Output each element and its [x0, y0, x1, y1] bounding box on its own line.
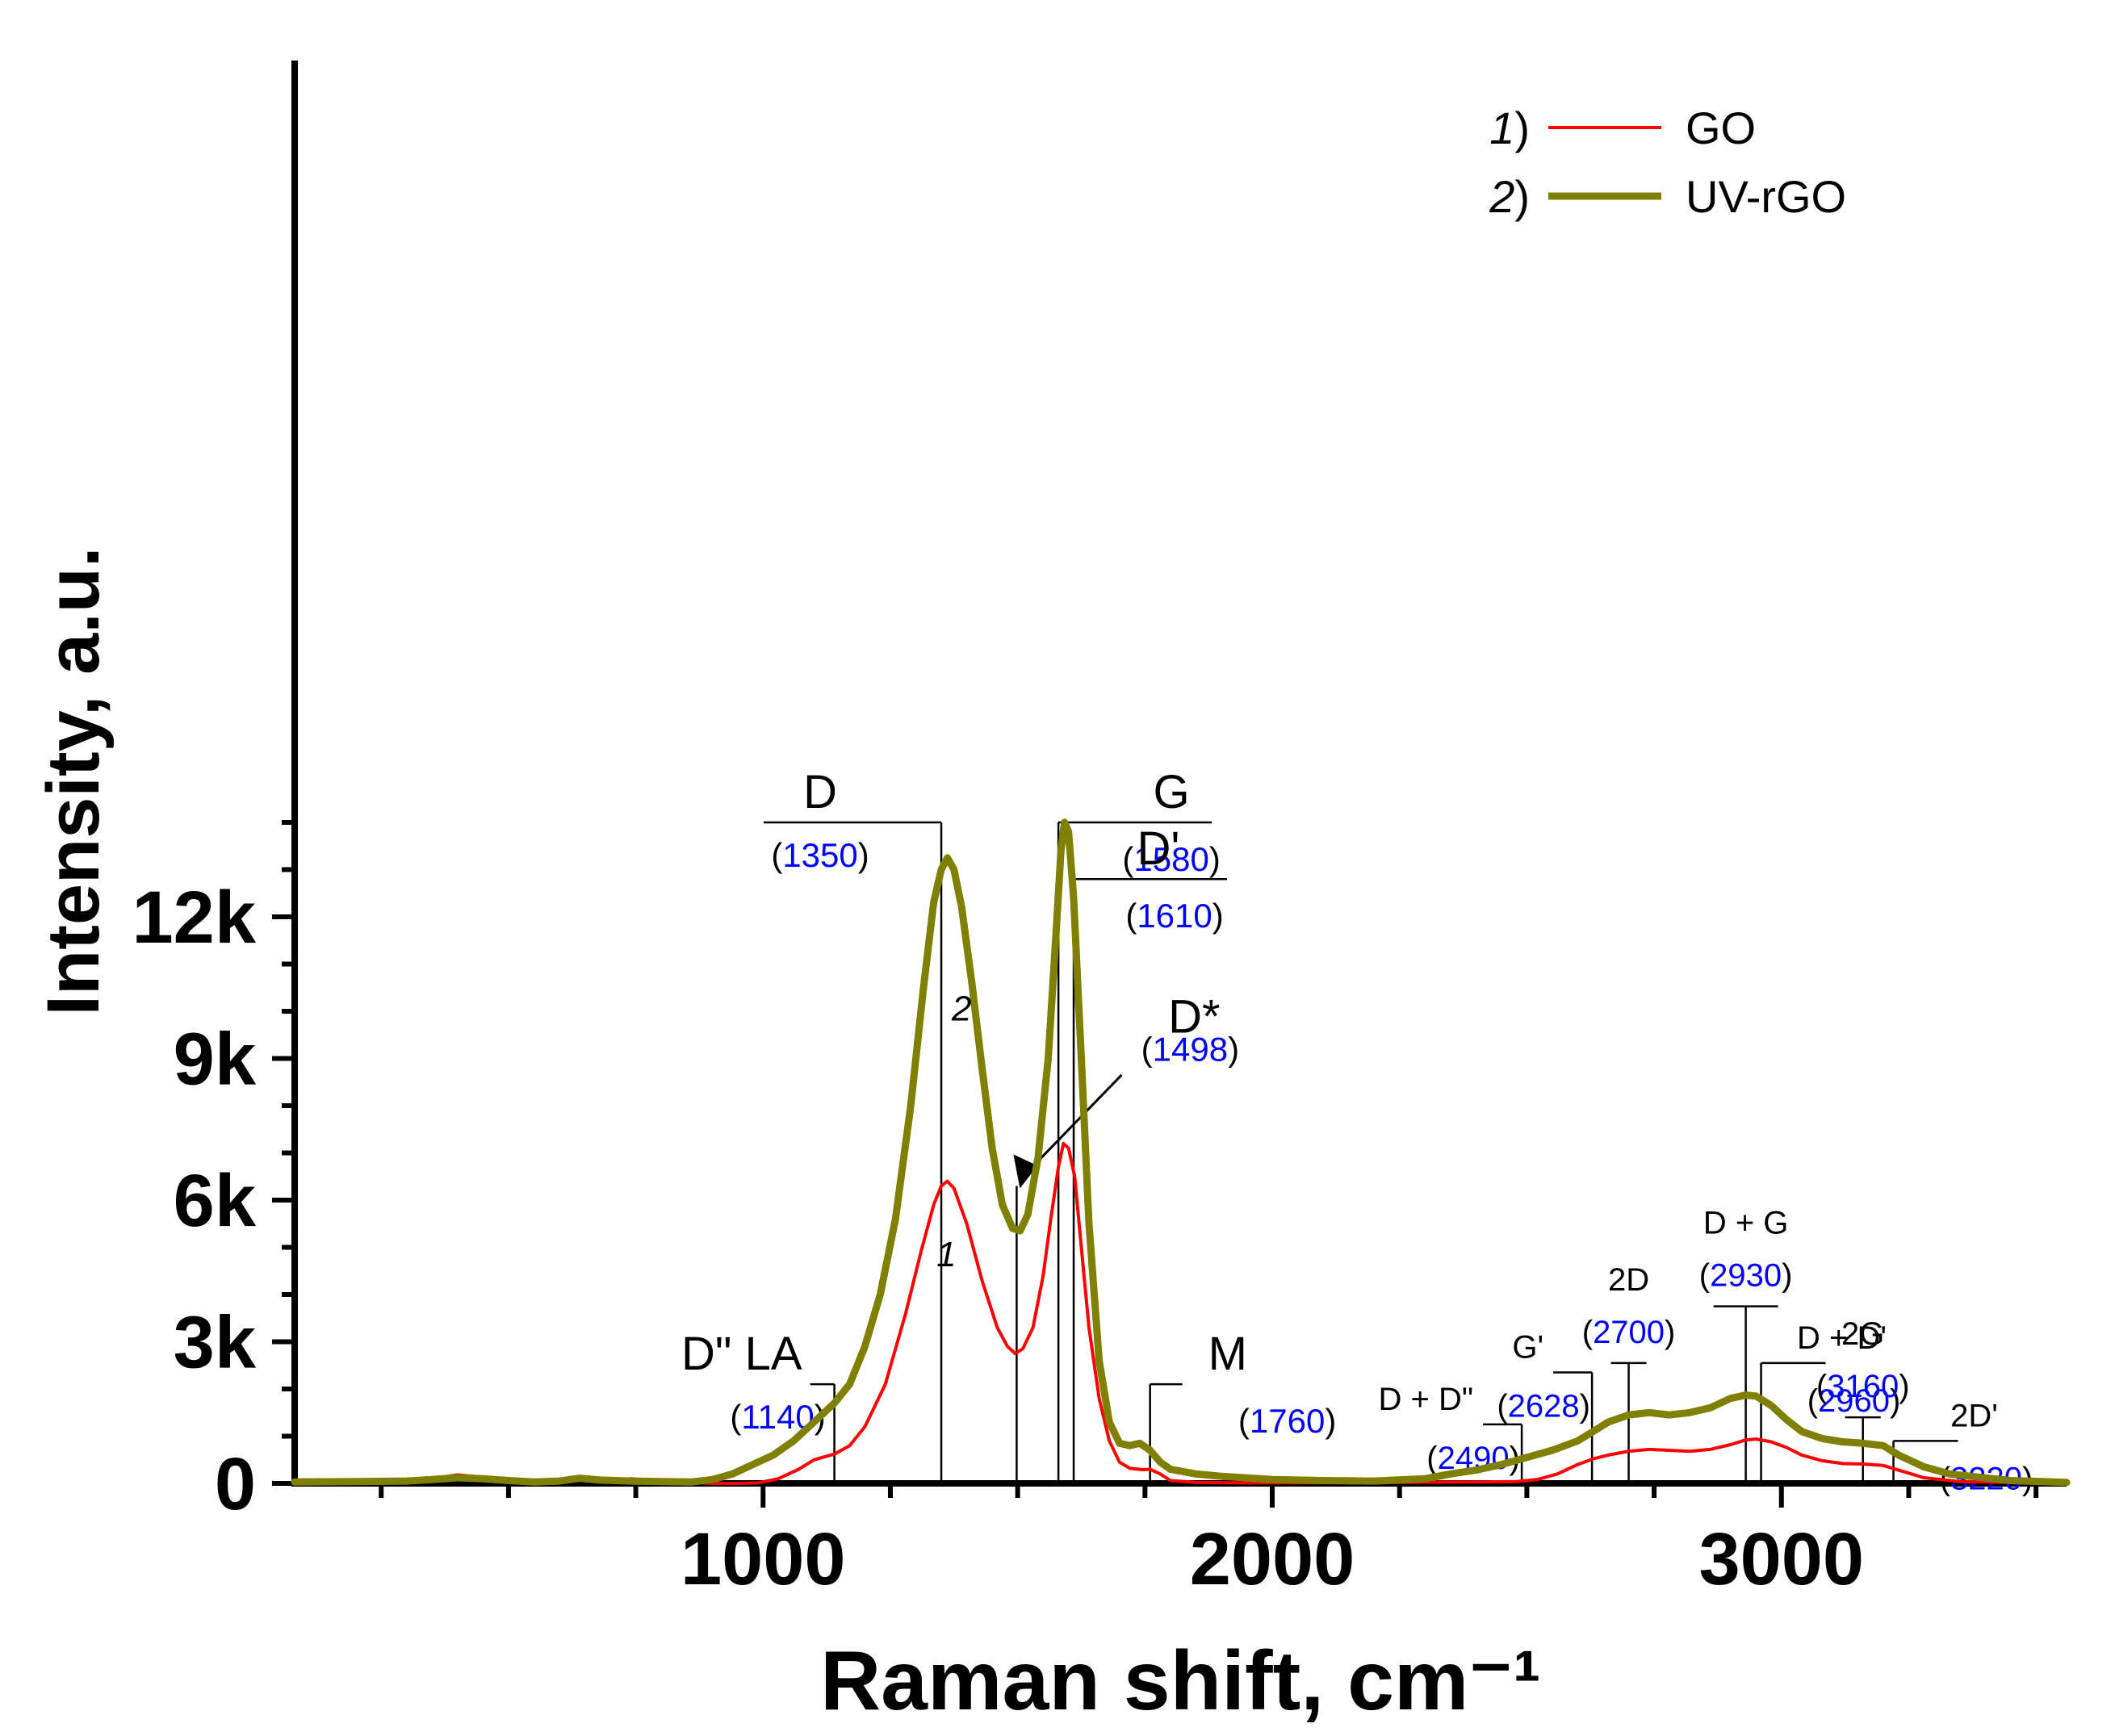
y-tick-label: 3k — [174, 1302, 257, 1384]
peak-position-part: ( — [1122, 840, 1133, 878]
peak-position-part: 2628 — [1508, 1389, 1580, 1424]
y-tick-label: 0 — [215, 1443, 256, 1525]
peak-position-part: ( — [1582, 1315, 1594, 1350]
x-tick-label: 3000 — [1698, 1518, 1864, 1600]
legend-number-digit: 2 — [1489, 171, 1514, 222]
legend: 1) GO 2) UV-rGO — [1489, 102, 1846, 222]
axes — [272, 61, 2067, 1508]
x-tick-label: 1000 — [681, 1518, 846, 1600]
peak-label: D + D" — [1379, 1382, 1474, 1417]
peak-label: D + G — [1703, 1206, 1789, 1241]
peak-position-part: ) — [1899, 1369, 1909, 1404]
legend-label: UV-rGO — [1686, 171, 1846, 222]
peak-position: (2930) — [1699, 1258, 1793, 1294]
legend-number: 2) — [1489, 171, 1530, 222]
peak-position-part: ( — [1497, 1389, 1508, 1424]
y-axis-title: Intensity, a.u. — [32, 546, 115, 1015]
peak-label: D' — [1137, 822, 1180, 875]
peak-position: (2960) — [1807, 1383, 1901, 1419]
peak-label: 2G — [1841, 1316, 1884, 1352]
peak-position-part: ) — [1228, 1030, 1239, 1068]
axis-labels: 1000 2000 3000 0 3k 6k 9k 12k Raman shift, cm⁻¹ I… — [32, 546, 1864, 1728]
peak-position: (1760) — [1238, 1402, 1336, 1440]
peak-annotations: D" LA(1140)D(1350)D*(1498)G(1580)D'(1610… — [681, 766, 2033, 1496]
peak-label: 2D — [1608, 1262, 1649, 1298]
peak-position-part: 2700 — [1593, 1315, 1665, 1350]
peak-position: (3160) — [1816, 1369, 1910, 1404]
x-tick-label: 2000 — [1190, 1518, 1355, 1600]
peak-position-part: 2960 — [1818, 1383, 1890, 1419]
curve-number-label: 1 — [936, 1235, 956, 1274]
peak-position-part: ( — [1816, 1369, 1828, 1404]
peak-position-part: ) — [858, 836, 869, 874]
legend-number-digit: 1 — [1489, 102, 1514, 153]
peak-position-part: ( — [1699, 1258, 1711, 1294]
peak-position-part: 1580 — [1133, 840, 1208, 878]
peak-position-part: 1498 — [1153, 1030, 1228, 1068]
peak-position: (1610) — [1125, 897, 1223, 935]
peak-position-part: ( — [1807, 1383, 1819, 1419]
peak-label: D" LA — [681, 1328, 802, 1380]
x-axis-title: Raman shift, cm⁻¹ — [820, 1634, 1541, 1728]
peak-position-part: 1760 — [1250, 1402, 1325, 1440]
peak-position-part: ) — [1782, 1258, 1792, 1294]
peak-position-part: ) — [1325, 1402, 1336, 1440]
peak-position-part: ( — [1238, 1402, 1250, 1440]
y-tick-label: 12k — [132, 876, 257, 959]
peak-label: M — [1208, 1328, 1247, 1380]
legend-number-paren: ) — [1514, 102, 1530, 153]
peak-position-part: ( — [1426, 1441, 1438, 1476]
series-line-uv-rgo — [291, 818, 2071, 1487]
peak-position: (2700) — [1582, 1315, 1676, 1350]
y-tick-label: 9k — [174, 1019, 257, 1101]
legend-label: GO — [1686, 102, 1756, 153]
peak-position: (1580) — [1122, 840, 1220, 878]
peak-position: (1140) — [730, 1398, 825, 1436]
peak-position-part: ( — [771, 836, 782, 874]
peak-position-part: 1610 — [1137, 897, 1212, 935]
peak-position: (1498) — [1141, 1030, 1239, 1068]
peak-position: (2628) — [1497, 1389, 1590, 1424]
spectra: 12 — [291, 818, 2071, 1487]
peak-position-part: 2930 — [1710, 1258, 1782, 1294]
curve-number-label: 2 — [951, 989, 971, 1029]
peak-label: D* — [1168, 990, 1220, 1043]
peak-label: G — [1154, 766, 1190, 818]
peak-position-part: ( — [730, 1398, 741, 1436]
peak-position-part: 1350 — [782, 836, 857, 874]
peak-position-part: ) — [1580, 1389, 1590, 1424]
peak-position-part: ( — [1141, 1030, 1153, 1068]
peak-position: (1350) — [771, 836, 869, 874]
peak-position-part: ) — [1890, 1383, 1900, 1419]
peak-position-part: ) — [1209, 840, 1221, 878]
peak-label: 2D' — [1950, 1398, 1998, 1433]
y-tick-label: 6k — [174, 1160, 257, 1242]
legend-number: 1) — [1489, 102, 1530, 153]
annotation-arrow-head — [1013, 1154, 1038, 1189]
peak-label: D — [803, 766, 837, 818]
legend-number-paren: ) — [1514, 171, 1530, 222]
peak-position-part: 3160 — [1827, 1369, 1899, 1404]
peak-label: G' — [1512, 1330, 1543, 1366]
peak-position-part: ) — [1212, 897, 1224, 935]
peak-position-part: ) — [1665, 1315, 1675, 1350]
peak-position-part: ( — [1125, 897, 1137, 935]
peak-label: D + D' — [1797, 1320, 1887, 1356]
